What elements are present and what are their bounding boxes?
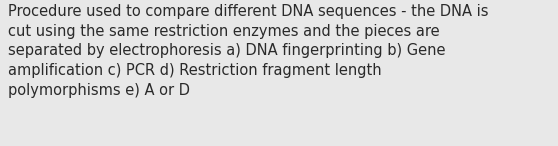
Text: Procedure used to compare different DNA sequences - the DNA is
cut using the sam: Procedure used to compare different DNA …: [8, 4, 489, 98]
